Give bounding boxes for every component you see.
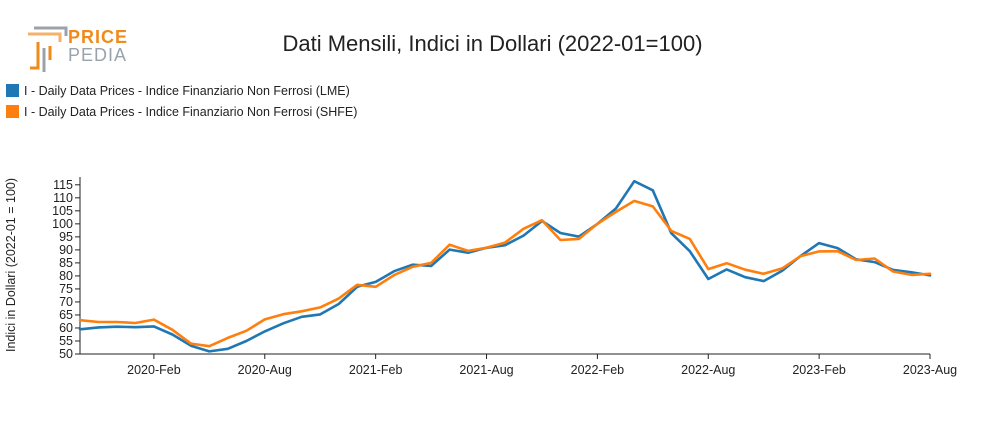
y-tick-label: 80 bbox=[59, 269, 73, 283]
pricepedia-logo bbox=[20, 24, 130, 72]
y-tick-label: 55 bbox=[59, 334, 73, 348]
y-axis-title: Indici in Dollari (2022-01 = 100) bbox=[4, 178, 18, 352]
legend-label-lme: I - Daily Data Prices - Indice Finanziar… bbox=[24, 83, 350, 98]
legend-item-shfe[interactable]: I - Daily Data Prices - Indice Finanziar… bbox=[6, 101, 357, 122]
x-axis: 2020-Feb 2020-Aug 2021-Feb 2021-Aug 2022-Feb… bbox=[80, 353, 957, 377]
x-tick-label: 2020-Feb bbox=[127, 363, 181, 377]
legend-swatch-lme bbox=[6, 84, 19, 97]
y-tick-label: 110 bbox=[53, 191, 73, 205]
logo-text-pedia: PEDIA bbox=[68, 45, 128, 65]
legend-label-shfe: I - Daily Data Prices - Indice Finanziar… bbox=[24, 104, 358, 119]
y-tick-label: 70 bbox=[59, 295, 73, 309]
series-line-lme[interactable] bbox=[78, 179, 932, 353]
logo-mark-icon bbox=[28, 26, 68, 72]
y-tick-label: 115 bbox=[53, 178, 73, 192]
x-tick-label: 2020-Aug bbox=[238, 363, 292, 377]
y-tick-label: 100 bbox=[52, 217, 73, 231]
y-tick-label: 60 bbox=[59, 321, 73, 335]
y-tick-label: 95 bbox=[59, 230, 73, 244]
y-tick-label: 85 bbox=[59, 256, 73, 270]
legend-swatch-shfe bbox=[6, 105, 19, 118]
x-tick-label: 2021-Aug bbox=[459, 363, 513, 377]
y-tick-label: 75 bbox=[59, 282, 73, 296]
x-tick-label: 2023-Aug bbox=[903, 363, 957, 377]
series-line-shfe[interactable] bbox=[78, 199, 932, 348]
logo-text-price: PRICE bbox=[68, 27, 129, 47]
x-tick-label: 2022-Aug bbox=[681, 363, 735, 377]
x-tick-label: 2022-Feb bbox=[571, 363, 625, 377]
y-tick-label: 90 bbox=[59, 243, 73, 257]
chart-title: Dati Mensili, Indici in Dollari (2022-01… bbox=[282, 31, 703, 56]
y-tick-label: 50 bbox=[59, 347, 73, 361]
x-tick-label: 2023-Feb bbox=[792, 363, 846, 377]
series-layer bbox=[78, 179, 932, 353]
y-tick-label: 105 bbox=[52, 204, 73, 218]
y-tick-label: 65 bbox=[59, 308, 73, 322]
legend-item-lme[interactable]: I - Daily Data Prices - Indice Finanziar… bbox=[6, 80, 357, 101]
x-tick-label: 2021-Feb bbox=[349, 363, 403, 377]
legend: I - Daily Data Prices - Indice Finanziar… bbox=[6, 80, 357, 122]
